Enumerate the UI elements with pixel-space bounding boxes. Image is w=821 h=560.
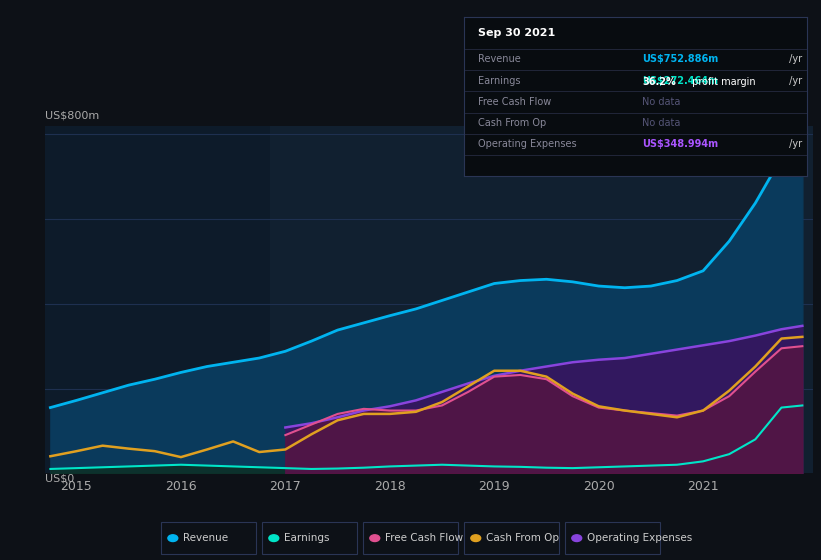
Text: /yr: /yr [787,54,803,64]
Text: Sep 30 2021: Sep 30 2021 [478,28,555,38]
Text: Cash From Op: Cash From Op [478,118,546,128]
Text: Cash From Op: Cash From Op [485,533,558,543]
Text: No data: No data [642,97,681,107]
Text: Earnings: Earnings [284,533,329,543]
Bar [270,126,813,473]
Text: US$800m: US$800m [45,110,99,120]
Text: Operating Expenses: Operating Expenses [478,139,576,150]
Text: US$272.464m: US$272.464m [642,76,718,86]
Text: /yr: /yr [787,139,803,150]
Text: Free Cash Flow: Free Cash Flow [478,97,551,107]
Text: US$0: US$0 [45,473,75,483]
Text: Free Cash Flow: Free Cash Flow [384,533,463,543]
Text: Operating Expenses: Operating Expenses [586,533,692,543]
Text: Revenue: Revenue [182,533,227,543]
Text: /yr: /yr [787,76,803,86]
Text: No data: No data [642,118,681,128]
Text: US$348.994m: US$348.994m [642,139,718,150]
Text: US$752.886m: US$752.886m [642,54,718,64]
Text: 36.2%: 36.2% [642,77,676,87]
Text: Revenue: Revenue [478,54,521,64]
Text: profit margin: profit margin [689,77,755,87]
Text: Earnings: Earnings [478,76,520,86]
